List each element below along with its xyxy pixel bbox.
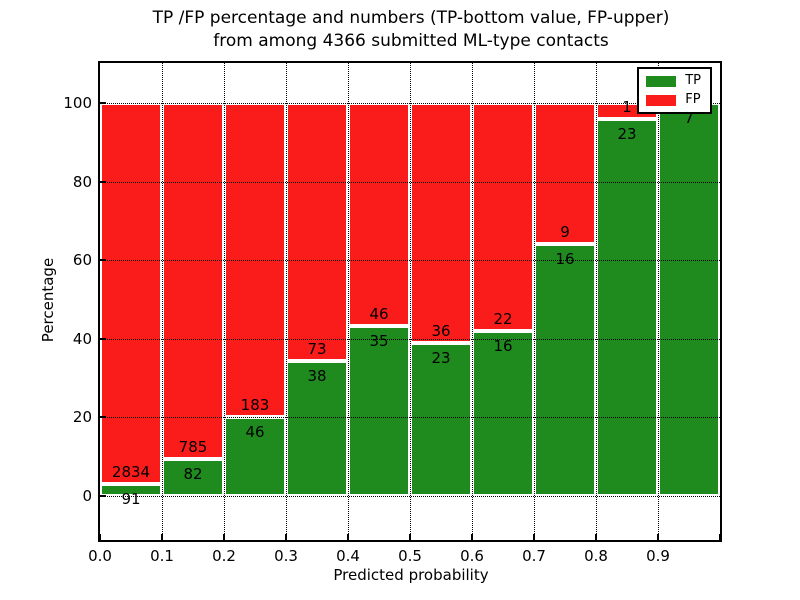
- bar-tp-2: [224, 417, 286, 496]
- bar-fp-5: [410, 103, 472, 343]
- legend-label-tp: TP: [685, 73, 701, 88]
- x-tick-label-0.9: 0.9: [646, 547, 670, 565]
- y-tick-label-0: 0: [82, 487, 92, 505]
- bar-fp-2: [224, 103, 286, 418]
- tp-value-label-9: 7: [684, 109, 694, 127]
- tp-value-label-2: 46: [245, 423, 265, 442]
- x-tick-label-0.6: 0.6: [460, 547, 484, 565]
- bar-fp-0: [100, 103, 162, 484]
- x-tick-7: [533, 534, 535, 540]
- bar-fp-6: [472, 103, 534, 331]
- bar-fp-7: [534, 103, 596, 245]
- x-tick-9: [657, 534, 659, 540]
- bar-tp-7: [534, 244, 596, 496]
- bar-fp-4: [348, 103, 410, 327]
- fp-value-label-3: 73: [307, 340, 327, 359]
- tp-value-label-3: 38: [307, 367, 327, 386]
- x-tick-10: [719, 534, 721, 540]
- x-tick-label-0.7: 0.7: [522, 547, 546, 565]
- x-tick-label-0.8: 0.8: [584, 547, 608, 565]
- y-tick-label-80: 80: [72, 172, 92, 191]
- fp-value-label-1: 785: [178, 437, 208, 456]
- x-tick-8: [595, 534, 597, 540]
- gridline-v-2: [224, 63, 225, 540]
- x-tick-1: [161, 534, 163, 540]
- tp-value-label-8: 23: [617, 125, 637, 144]
- plot-area: TP FP 91 2834 82 785 46 183 38 73 35 46 23 36 16 22 16…: [98, 61, 722, 542]
- tp-value-label-1: 82: [183, 464, 203, 483]
- fp-value-label-4: 46: [369, 305, 389, 324]
- x-tick-3: [285, 534, 287, 540]
- bar-tp-4: [348, 326, 410, 496]
- x-tick-label-0.3: 0.3: [274, 547, 298, 565]
- y-tick-label-60: 60: [72, 251, 92, 270]
- legend-swatch-fp: [646, 94, 677, 106]
- fp-value-label-0: 2834: [111, 462, 151, 481]
- x-tick-label-0.4: 0.4: [336, 547, 360, 565]
- fp-value-label-5: 36: [431, 321, 451, 340]
- y-tick-label-40: 40: [72, 329, 92, 348]
- x-tick-6: [471, 534, 473, 540]
- gridline-v-5: [410, 63, 411, 540]
- tp-value-label-6: 16: [493, 336, 513, 355]
- gridline-v-3: [286, 63, 287, 540]
- x-tick-4: [347, 534, 349, 540]
- x-tick-label-0.1: 0.1: [150, 547, 174, 565]
- legend-item-tp: TP: [646, 74, 701, 88]
- y-tick-label-20: 20: [72, 408, 92, 427]
- y-tick-0: [100, 495, 106, 497]
- tp-value-label-7: 16: [555, 250, 575, 269]
- gridline-v-1: [162, 63, 163, 540]
- bar-tp-6: [472, 330, 534, 496]
- x-tick-5: [409, 534, 411, 540]
- gridline-v-9: [658, 63, 659, 540]
- bar-tp-3: [286, 361, 348, 496]
- bar-tp-0: [100, 483, 162, 496]
- x-tick-label-0.2: 0.2: [212, 547, 236, 565]
- x-tick-2: [223, 534, 225, 540]
- gridline-v-8: [596, 63, 597, 540]
- y-tick-100: [100, 102, 106, 104]
- gridline-v-6: [472, 63, 473, 540]
- fp-value-label-2: 183: [240, 396, 270, 415]
- y-tick-20: [100, 416, 106, 419]
- tp-value-label-5: 23: [431, 348, 451, 367]
- chart-title-line1: TP /FP percentage and numbers (TP-bottom…: [152, 8, 670, 28]
- legend: TP FP: [637, 67, 712, 114]
- bar-tp-1: [162, 458, 224, 496]
- chart-title: TP /FP percentage and numbers (TP-bottom…: [98, 7, 724, 53]
- gridline-v-4: [348, 63, 349, 540]
- bar-tp-9: [658, 103, 720, 496]
- fp-value-label-8: 1: [622, 98, 632, 117]
- tp-value-label-0: 91: [121, 489, 141, 508]
- fp-value-label-7: 9: [560, 223, 570, 242]
- x-axis-label: Predicted probability: [333, 566, 489, 584]
- bar-fp-1: [162, 103, 224, 459]
- gridline-v-7: [534, 63, 535, 540]
- chart-title-line2: from among 4366 submitted ML-type contac…: [213, 31, 609, 51]
- x-tick-label-0.0: 0.0: [88, 547, 112, 565]
- y-tick-80: [100, 180, 106, 183]
- legend-label-fp: FP: [685, 92, 701, 107]
- y-tick-40: [100, 337, 106, 340]
- legend-swatch-tp: [646, 75, 677, 87]
- x-tick-label-0.5: 0.5: [398, 547, 422, 565]
- y-tick-60: [100, 259, 106, 262]
- bar-tp-5: [410, 342, 472, 496]
- legend-item-fp: FP: [646, 93, 701, 107]
- x-tick-0: [99, 534, 101, 540]
- bar-fp-3: [286, 103, 348, 362]
- y-tick-label-100: 100: [63, 94, 92, 112]
- tp-value-label-4: 35: [369, 332, 389, 351]
- fp-value-label-6: 22: [493, 309, 513, 328]
- bar-tp-8: [596, 119, 658, 496]
